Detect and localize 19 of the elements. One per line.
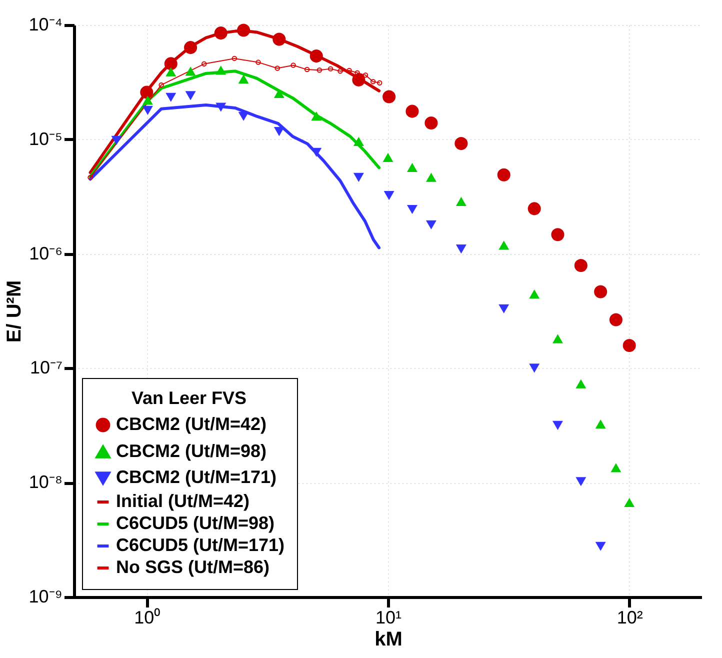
- legend-title: Van Leer FVS: [131, 388, 247, 408]
- legend-label: CBCM2 (Ut/M=171): [116, 467, 277, 487]
- legend-label: CBCM2 (Ut/M=98): [116, 441, 267, 461]
- y-axis-title: E/ U²M: [4, 280, 26, 343]
- y-tick-label: 10⁻⁵: [29, 128, 62, 149]
- y-tick-label: 10⁻⁶: [29, 243, 62, 264]
- legend-label: C6CUD5 (Ut/M=98): [116, 513, 275, 533]
- x-tick-label: 10¹: [375, 608, 402, 628]
- y-tick-label: 10⁻⁸: [28, 472, 62, 492]
- y-tick-label: 10⁻⁹: [28, 586, 62, 606]
- legend-label: C6CUD5 (Ut/M=171): [116, 535, 285, 555]
- x-tick-label: 10²: [616, 608, 643, 628]
- x-tick-label: 10⁰: [134, 608, 160, 628]
- x-axis-title: kM: [374, 628, 402, 650]
- legend-label: No SGS (Ut/M=86): [116, 557, 270, 577]
- y-tick-label: 10⁻⁴: [28, 14, 62, 34]
- y-tick-label: 10⁻⁷: [30, 358, 62, 378]
- legend-label: CBCM2 (Ut/M=42): [116, 414, 267, 434]
- legend-label: Initial (Ut/M=42): [116, 491, 250, 511]
